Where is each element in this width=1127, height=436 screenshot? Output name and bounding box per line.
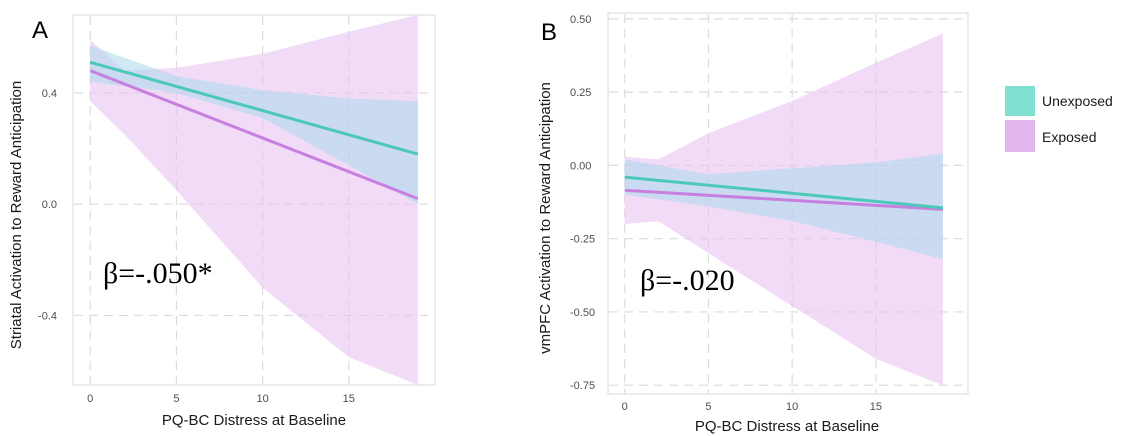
panel-a-letter: A (32, 17, 48, 44)
panel-a-line-exposed (89, 69, 419, 201)
panel-b-confidence-bands (624, 33, 943, 386)
panel-b-x-tick-label: 10 (786, 401, 798, 413)
panel-b-regression-lines (624, 175, 944, 211)
panel-b-y-tick-label: 0.50 (570, 14, 591, 26)
legend-label-unexposed: Unexposed (1042, 93, 1113, 109)
panel-b-y-axis-title: vmPFC Activation to Reward Anticipation (537, 82, 554, 354)
panel-a-y-axis-title: Striatal Activation to Reward Anticipati… (8, 81, 25, 349)
panel-b-x-tick-label: 5 (705, 401, 711, 413)
panel-b: 0 5 10 15 0.50 0.25 0.00 -0.25 -0.50 -0.75 B β=-… (537, 12, 969, 435)
legend-label-exposed: Exposed (1042, 129, 1096, 145)
panel-b-x-axis-title: PQ-BC Distress at Baseline (695, 418, 879, 435)
panel-a-y-tick-labels: -0.4 0.0 0.4 (38, 88, 57, 323)
panel-b-y-tick-label: 0.25 (570, 87, 591, 99)
legend: Unexposed Exposed (1005, 86, 1113, 152)
panel-a-beta-annotation: β=-.050* (103, 257, 213, 290)
panel-b-x-tick-label: 0 (622, 401, 628, 413)
panel-a-x-tick-label: 5 (173, 393, 179, 405)
panel-b-y-tick-label: -0.50 (570, 307, 595, 319)
panel-a-x-tick-label: 15 (343, 393, 355, 405)
legend-swatch-unexposed (1005, 86, 1035, 116)
panel-b-x-tick-label: 15 (870, 401, 882, 413)
panel-a-x-tick-label: 10 (256, 393, 268, 405)
panel-a-y-tick-label: -0.4 (38, 310, 57, 322)
panel-b-letter: B (541, 19, 557, 46)
panel-a-line-unexposed (89, 60, 419, 156)
panel-b-line-exposed (624, 188, 943, 211)
panel-a-y-tick-label: 0.0 (42, 199, 57, 211)
panel-a-y-tick-label: 0.4 (42, 88, 57, 100)
panel-b-line-unexposed (624, 175, 944, 210)
panel-a: 0 5 10 15 -0.4 0.0 0.4 A β=-.050* PQ-BC Distr… (8, 14, 436, 429)
panel-a-x-tick-labels: 0 5 10 15 (87, 393, 355, 405)
panel-b-y-tick-labels: 0.50 0.25 0.00 -0.25 -0.50 -0.75 (570, 14, 595, 392)
panel-a-x-tick-label: 0 (87, 393, 93, 405)
panel-b-beta-annotation: β=-.020 (640, 264, 735, 297)
panel-b-y-tick-label: 0.00 (570, 160, 591, 172)
panel-b-ci-band-unexposed (624, 153, 943, 260)
panel-a-x-axis-title: PQ-BC Distress at Baseline (162, 412, 346, 429)
panel-b-x-tick-labels: 0 5 10 15 (622, 401, 882, 413)
legend-swatch-exposed (1005, 120, 1035, 152)
panel-a-regression-lines (89, 60, 419, 201)
panel-b-y-tick-label: -0.75 (570, 380, 595, 392)
panel-b-y-tick-label: -0.25 (570, 234, 595, 246)
